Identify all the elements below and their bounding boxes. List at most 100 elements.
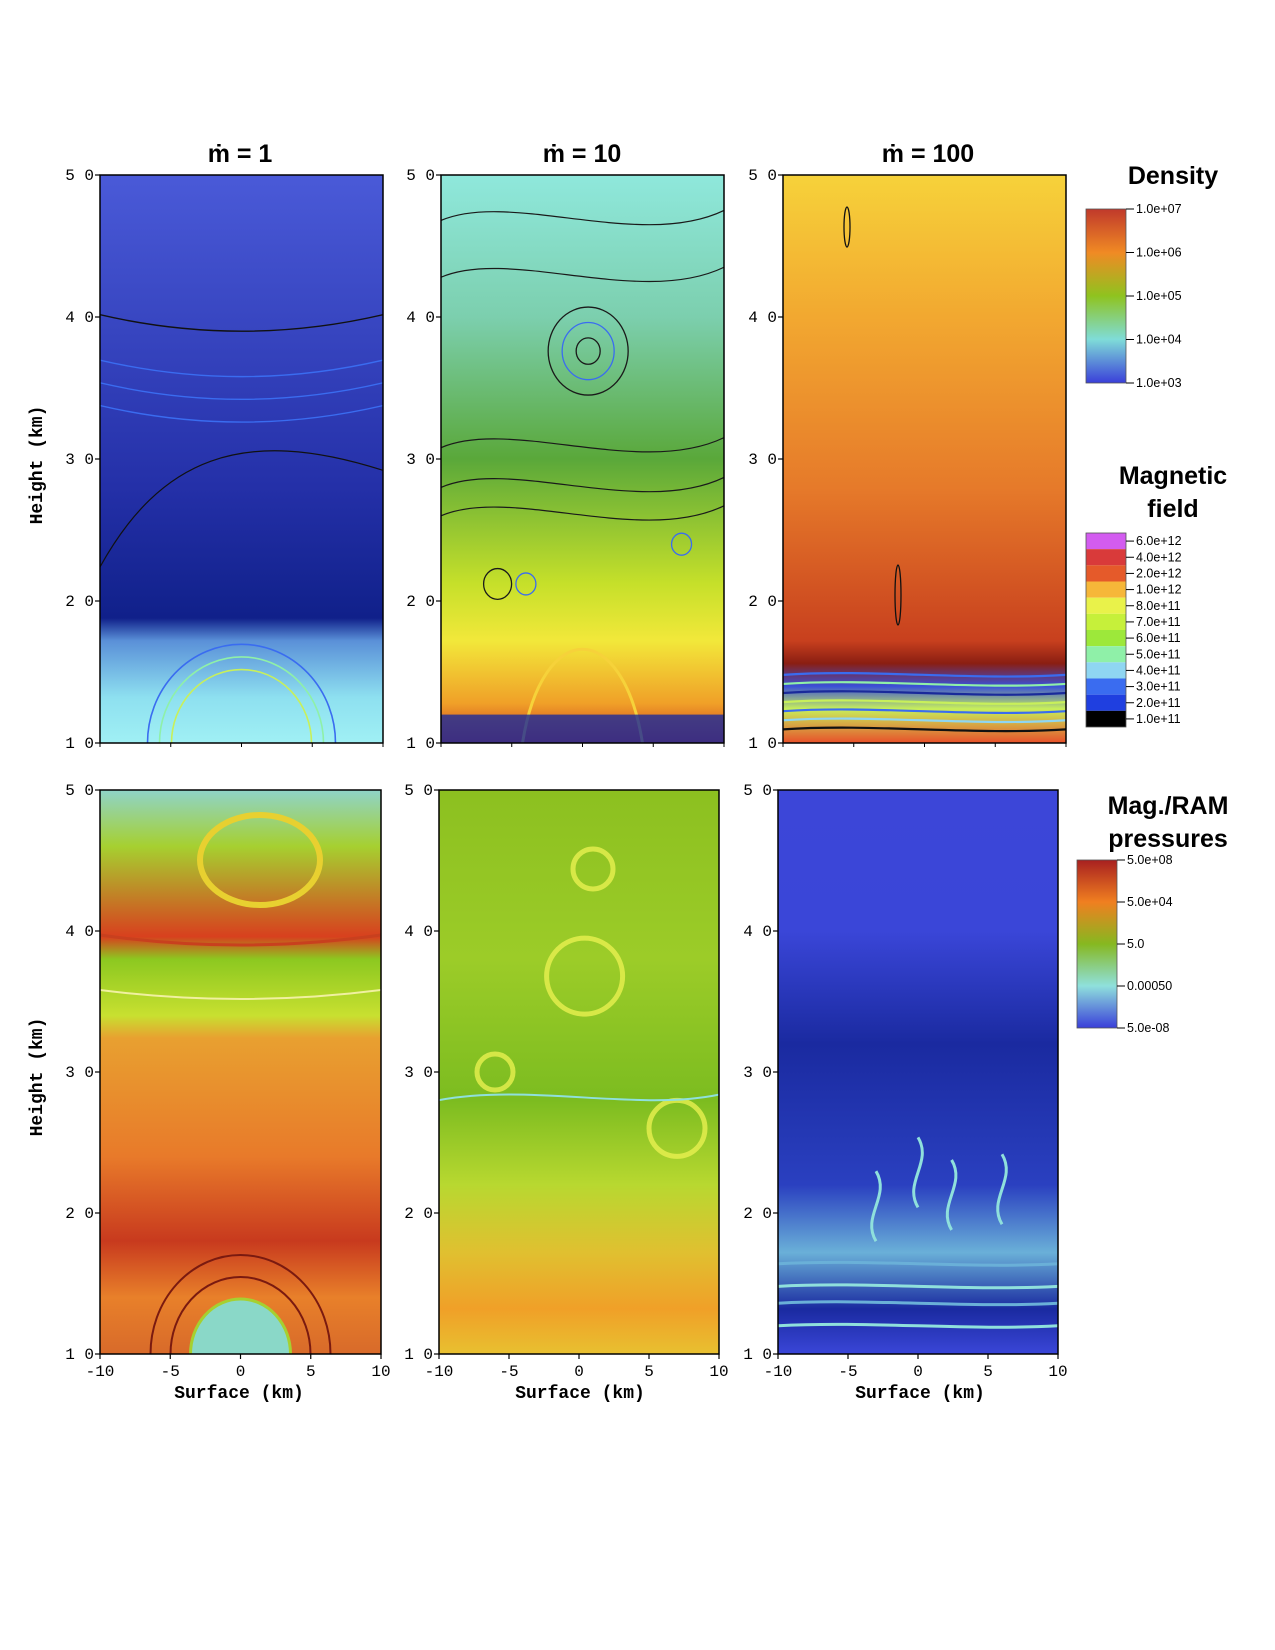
- column-title-1: ṁ = 1: [207, 140, 273, 168]
- y-tick-label: 5 0: [406, 167, 435, 185]
- x-tick-label: 10: [371, 1363, 390, 1381]
- colorbar-title-pressure-line-1: Mag./RAM: [1107, 792, 1229, 820]
- colorbar-swatch: [1085, 208, 1127, 384]
- y-tick-label: 3 0: [65, 1064, 94, 1082]
- panel-r1-c2: 1 0 2 0 3 0 4 0 5 0: [406, 167, 725, 753]
- y-tick-label: 3 0: [743, 1064, 772, 1082]
- panel-r1-c1: 1 0 2 0 3 0 4 0 5 0: [65, 167, 384, 753]
- x-tick-label: -10: [425, 1363, 454, 1381]
- field-structure: [441, 209, 724, 743]
- column-title-2: ṁ = 10: [542, 140, 622, 168]
- field-structure: [778, 1136, 1058, 1329]
- heatmap-field: [783, 175, 1066, 743]
- x-tick-label: 5: [306, 1363, 316, 1381]
- colorbar-label: 4.0e+11: [1136, 663, 1181, 677]
- x-tick-label: -10: [764, 1363, 793, 1381]
- y-tick-label: 1 0: [404, 1346, 433, 1364]
- x-tick-label: 10: [1048, 1363, 1067, 1381]
- colorbar-swatch: [1086, 581, 1126, 598]
- panel-r2-c3: 1 0 2 0 3 0 4 0 5 0 -10 -5 0 5 10: [743, 782, 1067, 1381]
- y-tick-label: 4 0: [748, 309, 777, 327]
- colorbar-swatch: [1086, 630, 1126, 647]
- colorbar-swatch: [1086, 597, 1126, 614]
- colorbar-label: 4.0e+12: [1136, 550, 1182, 564]
- y-tick-label: 1 0: [65, 735, 94, 753]
- x-tick-label: -5: [499, 1363, 518, 1381]
- colorbar-label: 0.00050: [1127, 979, 1172, 993]
- colorbar-swatch: [1086, 565, 1126, 582]
- colorbar-swatch: [1086, 710, 1126, 727]
- colorbar-label: 5.0e+08: [1127, 853, 1173, 867]
- colorbar-label: 1.0e+12: [1136, 583, 1182, 597]
- y-tick-label: 3 0: [748, 451, 777, 469]
- x-tick-label: -5: [161, 1363, 180, 1381]
- colorbar-swatch: [1086, 549, 1126, 566]
- colorbar-swatch: [1086, 678, 1126, 695]
- y-tick-label: 4 0: [406, 309, 435, 327]
- y-tick-label: 2 0: [65, 1205, 94, 1223]
- y-tick-label: 1 0: [748, 735, 777, 753]
- y-tick-label: 4 0: [404, 923, 433, 941]
- colorbar-swatch: [1086, 646, 1126, 663]
- heatmap-field: [100, 175, 383, 743]
- colorbars-group: 1.0e+07 1.0e+06 1.0e+05 1.0e+04 1.0e+03 6.0e+…: [1076, 202, 1182, 1035]
- colorbar-swatch: [1086, 533, 1126, 550]
- panel-r2-c2: 1 0 2 0 3 0 4 0 5 0 -10 -5 0 5 10: [404, 782, 728, 1381]
- colorbar-label: 3.0e+11: [1136, 680, 1181, 694]
- column-title-3: ṁ = 100: [881, 140, 975, 168]
- colorbar-label: 1.0e+06: [1136, 246, 1182, 260]
- field-structure: [439, 846, 719, 1159]
- colorbar-title-magnetic-line-2: field: [1147, 495, 1199, 523]
- colorbar-label: 1.0e+11: [1136, 712, 1181, 726]
- colorbar-label: 8.0e+11: [1136, 599, 1181, 613]
- colorbar-label: 5.0e+11: [1136, 647, 1181, 661]
- x-tick-label: 0: [913, 1363, 923, 1381]
- x-tick-label: 5: [644, 1363, 654, 1381]
- panel-r2-c1: 1 0 2 0 3 0 4 0 5 0 -10 -5 0 5 10: [65, 782, 390, 1381]
- colorbar-swatch: [1086, 694, 1126, 711]
- colorbar-label: 1.0e+03: [1136, 376, 1182, 390]
- colorbar-title-density-line-1: Density: [1127, 162, 1219, 190]
- panel-r1-c3: 1 0 2 0 3 0 4 0 5 0: [748, 167, 1067, 753]
- colorbar-density: 1.0e+07 1.0e+06 1.0e+05 1.0e+04 1.0e+03: [1085, 202, 1182, 390]
- y-tick-label: 3 0: [404, 1064, 433, 1082]
- colorbar-label: 5.0e-08: [1127, 1021, 1169, 1035]
- y-tick-label: 5 0: [65, 782, 94, 800]
- colorbar-swatch: [1086, 613, 1126, 630]
- y-tick-label: 4 0: [65, 923, 94, 941]
- heatmap-field: [100, 790, 381, 1354]
- panels-group: 1 0 2 0 3 0 4 0 5 0 1 0 2 0 3 0 4 0 5 0 1 0 2 0 3 0 4…: [65, 167, 1067, 1381]
- colorbar-label: 2.0e+12: [1136, 566, 1182, 580]
- x-tick-label: 0: [574, 1363, 584, 1381]
- y-tick-label: 1 0: [743, 1346, 772, 1364]
- y-tick-label: 5 0: [743, 782, 772, 800]
- y-tick-label: 3 0: [65, 451, 94, 469]
- colorbar-title-density: Density: [1078, 160, 1268, 193]
- y-tick-label: 5 0: [748, 167, 777, 185]
- y-tick-label: 4 0: [65, 309, 94, 327]
- colorbar-pressure-ratio: 5.0e+08 5.0e+04 5.0 0.00050 5.0e-08: [1076, 853, 1173, 1035]
- y-tick-label: 5 0: [404, 782, 433, 800]
- colorbar-label: 7.0e+11: [1136, 615, 1181, 629]
- colorbar-label: 1.0e+05: [1136, 289, 1182, 303]
- x-axis-label-3: Surface (km): [855, 1384, 985, 1404]
- heatmap-field: [441, 175, 724, 743]
- colorbar-label: 6.0e+12: [1136, 534, 1182, 548]
- colorbar-label: 5.0: [1127, 937, 1144, 951]
- colorbar-label: 1.0e+04: [1136, 333, 1182, 347]
- y-tick-label: 4 0: [743, 923, 772, 941]
- x-tick-label: 5: [983, 1363, 993, 1381]
- x-axis-label-2: Surface (km): [515, 1384, 645, 1404]
- colorbar-swatch: [1076, 859, 1118, 1029]
- x-tick-label: 10: [709, 1363, 728, 1381]
- y-tick-label: 2 0: [743, 1205, 772, 1223]
- field-structure: [783, 206, 1066, 733]
- colorbar-label: 6.0e+11: [1136, 631, 1181, 645]
- colorbar-label: 1.0e+07: [1136, 202, 1182, 216]
- y-tick-label: 2 0: [406, 593, 435, 611]
- y-tick-label: 1 0: [406, 735, 435, 753]
- colorbar-label: 5.0e+04: [1127, 895, 1173, 909]
- x-axis-label-1: Surface (km): [174, 1384, 304, 1404]
- colorbar-swatch: [1086, 662, 1126, 679]
